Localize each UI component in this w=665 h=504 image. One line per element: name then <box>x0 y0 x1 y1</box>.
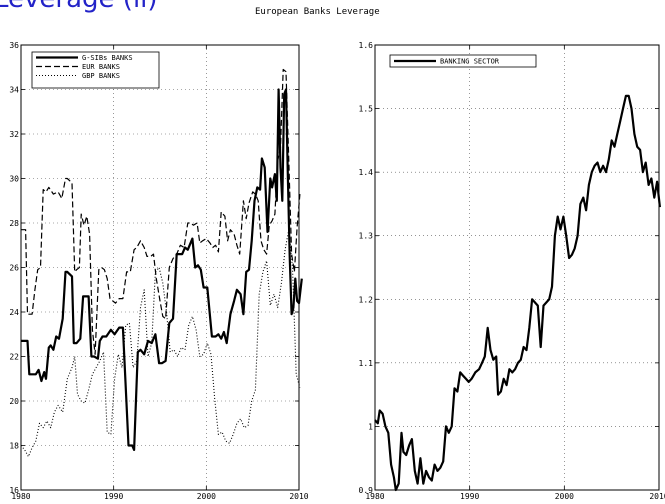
y-tick-label: 24 <box>9 308 19 317</box>
y-tick-label: 30 <box>9 175 19 184</box>
y-tick-label: 16 <box>9 486 19 495</box>
y-tick-label: 1.6 <box>359 41 374 50</box>
x-tick-label: 1990 <box>104 492 123 501</box>
x-tick-label: 2000 <box>197 492 216 501</box>
y-tick-label: 28 <box>9 219 19 228</box>
x-tick-label: 1980 <box>365 492 384 501</box>
x-tick-label: 1990 <box>460 492 479 501</box>
plot-frame <box>374 44 660 491</box>
legend: BANKING SECTOR <box>389 54 537 68</box>
page-header: Leverage (ii) European Banks Leverage <box>0 0 665 22</box>
legend-label: GBP BANKS <box>82 72 120 80</box>
y-tick-label: 1.5 <box>359 105 374 114</box>
y-tick-label: 22 <box>9 353 19 362</box>
y-tick-label: 26 <box>9 264 19 273</box>
series-line-eur-banks <box>21 68 301 355</box>
y-tick-label: 18 <box>9 442 19 451</box>
chart-panel-right: 0.9 1 1.1 1.2 1.3 1.4 1.5 1.6 1980 1990 2000 2010 BA… <box>359 41 665 501</box>
y-tick-label: 34 <box>9 86 19 95</box>
figure-title: European Banks Leverage <box>255 7 380 17</box>
y-tick-label: 1.3 <box>359 232 374 241</box>
y-tick-label: 32 <box>9 130 19 139</box>
legend-box <box>389 54 537 68</box>
y-tick-label: 36 <box>9 41 19 50</box>
x-tick-label: 2010 <box>289 492 308 501</box>
legend-label: G-SIBs BANKS <box>82 54 133 62</box>
legend-label: EUR BANKS <box>82 63 120 71</box>
x-tick-label: 2010 <box>649 492 665 501</box>
slide-heading: Leverage (ii) <box>0 0 158 14</box>
series-line-gbp-banks <box>20 229 301 458</box>
y-tick-label: 1.2 <box>359 295 374 304</box>
chart-panel-left: 16 18 20 22 24 26 28 30 32 34 36 1980 1990 2000 2010 G-… <box>9 41 308 501</box>
x-tick-label: 2000 <box>555 492 574 501</box>
y-tick-label: 1 <box>368 422 373 431</box>
legend-label: BANKING SECTOR <box>440 58 500 66</box>
x-tick-label: 1980 <box>11 492 30 501</box>
y-tick-label: 1.4 <box>359 168 374 177</box>
series-line-banking-sector <box>374 94 661 492</box>
y-tick-label: 1.1 <box>359 359 374 368</box>
y-tick-label: 20 <box>9 397 19 406</box>
series-line-g-sibs-banks <box>21 88 303 451</box>
y-tick-label: 0.9 <box>359 486 374 495</box>
